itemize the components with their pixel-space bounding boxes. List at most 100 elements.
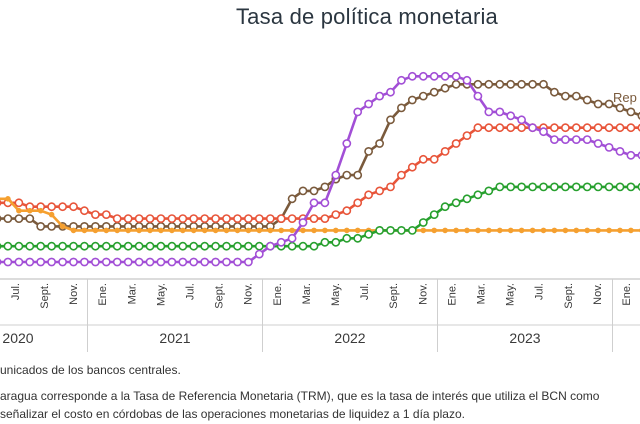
data-point	[233, 257, 242, 267]
data-point	[178, 214, 188, 223]
source-note: unicados de los bancos centrales.	[0, 363, 181, 377]
data-point	[375, 139, 384, 148]
x-year-label: 2021	[159, 330, 190, 346]
data-point	[342, 206, 352, 216]
data-point	[123, 214, 133, 223]
series-lines	[0, 71, 640, 267]
data-point	[539, 127, 548, 137]
data-point	[604, 182, 614, 192]
data-point	[485, 227, 492, 234]
data-point	[180, 227, 186, 234]
data-point	[265, 241, 275, 251]
data-point	[617, 227, 623, 234]
data-point	[222, 257, 231, 267]
x-year-label: 2022	[334, 330, 365, 346]
data-point	[58, 241, 67, 251]
data-point	[136, 227, 142, 234]
data-point	[593, 139, 603, 148]
data-point	[276, 237, 286, 247]
x-tick-label: Mar.	[126, 283, 138, 304]
data-point	[200, 257, 210, 267]
data-point	[420, 227, 427, 234]
data-point	[211, 257, 220, 267]
data-point	[484, 123, 494, 133]
x-year-label: 2020	[2, 330, 33, 346]
data-point	[91, 257, 100, 267]
data-point	[517, 79, 526, 89]
x-tick-label: Sept.	[563, 283, 575, 309]
footnote-line-2: señalizar el costo en córdobas de las op…	[0, 407, 465, 421]
data-point	[593, 99, 603, 109]
data-point	[396, 170, 406, 180]
data-point	[495, 107, 505, 117]
data-point	[464, 227, 470, 234]
data-point	[298, 218, 308, 227]
data-point	[440, 146, 450, 156]
data-point	[453, 227, 459, 234]
data-point	[276, 214, 286, 223]
data-point	[561, 135, 570, 144]
data-point	[551, 227, 558, 234]
data-point	[189, 257, 199, 267]
data-point	[451, 71, 461, 81]
data-point	[36, 257, 46, 267]
data-point	[550, 182, 559, 192]
data-point	[145, 241, 155, 251]
data-point	[615, 146, 625, 156]
series-line-2	[0, 126, 640, 220]
data-point	[364, 190, 373, 200]
data-point	[101, 210, 111, 219]
data-point	[593, 182, 603, 192]
data-point	[562, 227, 569, 234]
x-tick-label: Jul.	[10, 283, 22, 300]
data-point	[604, 99, 614, 109]
data-point	[0, 199, 2, 207]
data-point	[331, 170, 341, 180]
x-tick-label: Mar.	[301, 283, 313, 304]
data-point	[571, 91, 581, 101]
x-tick-label: Nov.	[592, 283, 604, 305]
data-point	[517, 115, 526, 125]
data-point	[407, 162, 417, 172]
data-point	[354, 227, 361, 234]
data-point	[495, 123, 505, 133]
data-point	[342, 139, 352, 148]
data-point	[134, 241, 144, 251]
data-point	[331, 210, 341, 219]
data-point	[278, 227, 285, 234]
data-point	[626, 150, 636, 160]
x-tick-label: Ene.	[272, 283, 284, 306]
data-point	[156, 241, 166, 251]
data-point	[451, 139, 461, 148]
data-point	[407, 95, 417, 105]
data-point	[70, 227, 77, 234]
data-point	[167, 257, 177, 267]
data-point	[418, 91, 428, 101]
data-point	[386, 115, 395, 125]
data-point	[80, 241, 89, 251]
data-point	[222, 241, 231, 251]
x-year-label: 2023	[509, 330, 540, 346]
data-point	[300, 227, 306, 234]
data-point	[484, 79, 494, 89]
chart-svg: Jul. Sept. Nov. Ene. Mar. May. Jul. Sept. Nov. En…	[0, 71, 640, 352]
data-point	[584, 227, 591, 234]
data-point	[582, 95, 592, 105]
data-point	[47, 221, 56, 231]
data-point	[561, 123, 570, 133]
data-point	[200, 214, 210, 223]
data-point	[364, 229, 373, 239]
data-point	[473, 190, 483, 200]
series-line-1	[0, 83, 640, 228]
data-point	[615, 103, 625, 113]
x-tick-label: Nov.	[417, 283, 429, 305]
data-point	[0, 242, 2, 250]
data-point	[36, 241, 46, 251]
data-point	[112, 241, 122, 251]
data-point	[147, 227, 153, 234]
data-point	[167, 214, 177, 223]
data-point	[320, 214, 330, 223]
data-point	[298, 241, 308, 251]
data-point	[626, 182, 636, 192]
data-point	[528, 182, 537, 192]
